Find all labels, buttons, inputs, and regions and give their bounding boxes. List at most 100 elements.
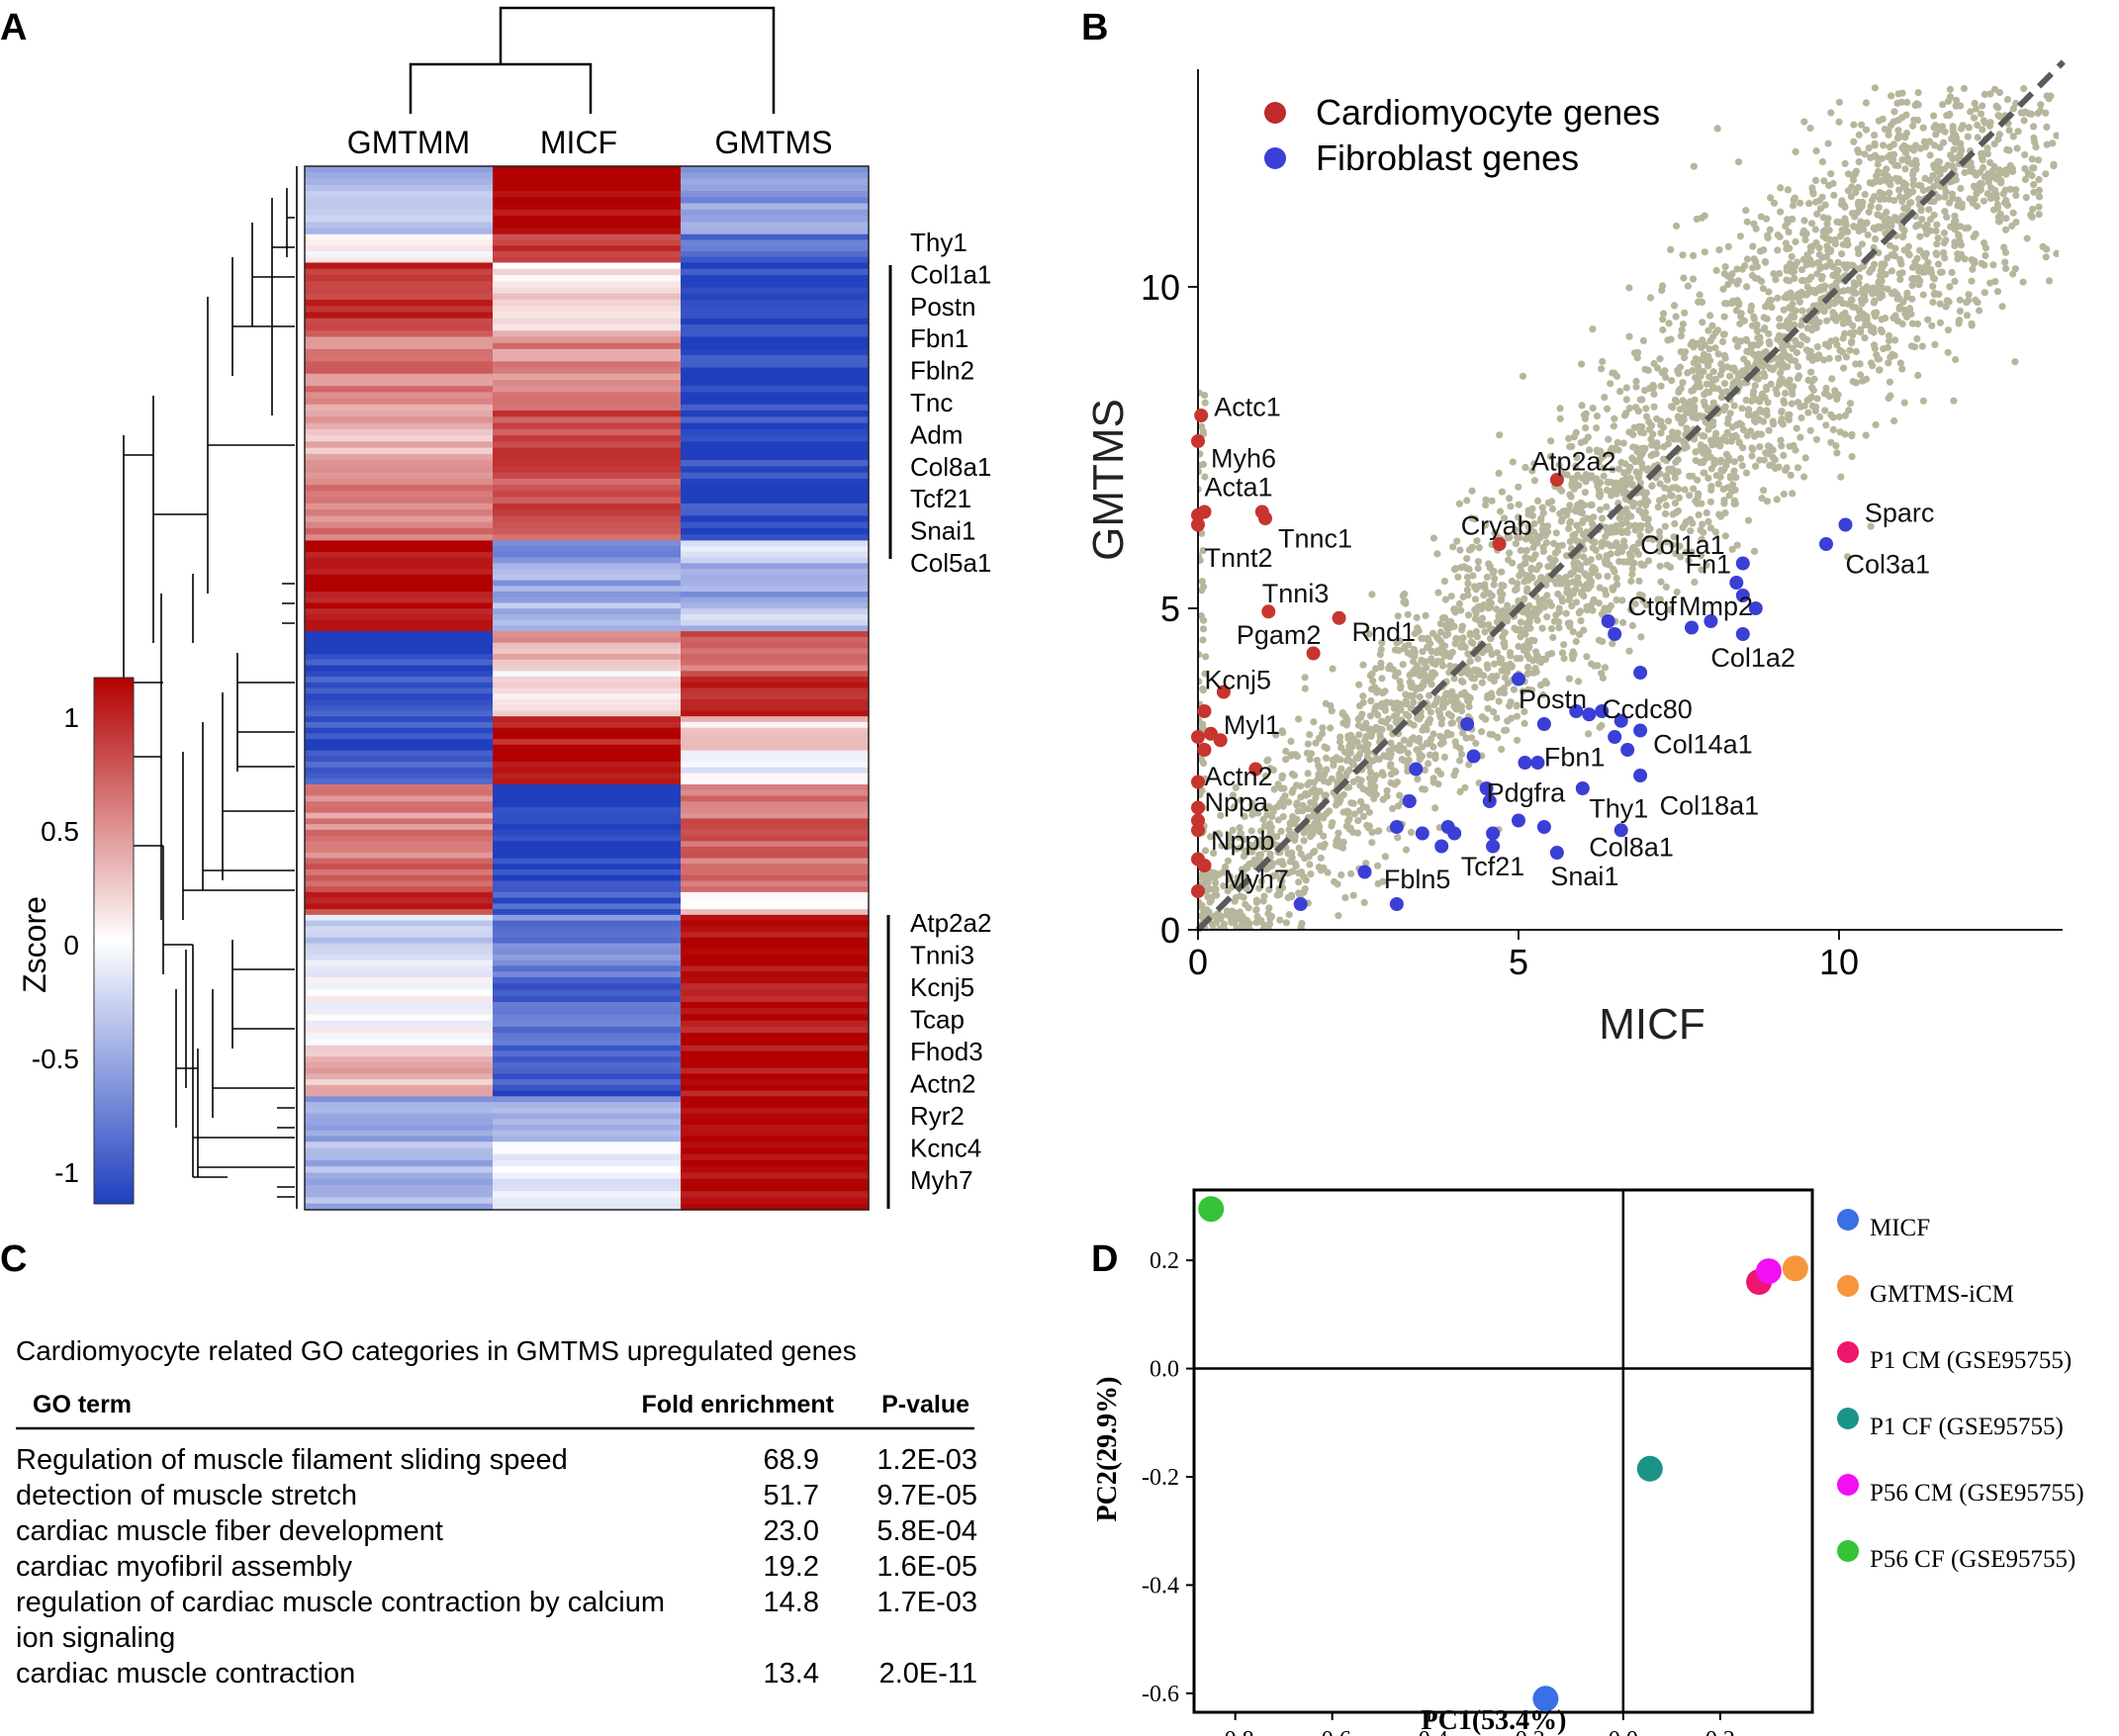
heatmap-cell [305,367,494,375]
background-point [1497,589,1505,597]
background-point [1575,678,1583,685]
background-point [1844,286,1853,294]
background-point [1886,189,1893,197]
heatmap-cell [681,762,870,769]
heatmap-cell [493,932,682,939]
heatmap-cell [493,1045,682,1052]
heatmap-cell [681,1033,870,1041]
background-point [2009,133,2017,140]
background-point [1777,184,1785,192]
cardiomyocyte-gene-point [1191,730,1205,744]
heatmap-cell [681,995,870,1003]
background-point [1764,450,1772,458]
heatmap-cell [493,1102,682,1109]
background-point [1419,785,1427,793]
background-point [1656,542,1664,550]
b-y-tick-label: 5 [1160,589,1180,629]
heatmap-cell [305,216,494,223]
heatmap-cell [305,256,494,264]
background-point [1805,353,1813,361]
background-point [1374,711,1382,719]
background-point [1481,581,1489,589]
background-point [1429,730,1437,738]
heatmap-cell [493,453,682,461]
heatmap-cell [493,721,682,729]
background-point [1513,702,1520,710]
heatmap-cell [681,1191,870,1199]
heatmap-cell [305,716,494,723]
background-point [1797,266,1806,274]
background-point [1742,207,1750,215]
background-point [1429,669,1437,677]
heatmap-cell [681,596,870,604]
heatmap-cell [681,300,870,307]
heatmap-cell [681,1084,870,1092]
heatmap [305,166,870,1211]
heatmap-cell [681,954,870,961]
background-point [1838,227,1846,234]
background-point [1800,473,1808,481]
background-point [1637,521,1645,529]
heatmap-cell [493,1178,682,1186]
background-point [1669,484,1677,492]
background-point [1742,469,1751,477]
background-point [1840,261,1848,269]
heatmap-cell [305,841,494,848]
heatmap-cell [493,178,682,186]
background-point [1632,404,1640,411]
background-point [1848,337,1856,345]
heatmap-cell [305,874,494,882]
background-point [1928,321,1936,329]
background-point [1919,124,1927,132]
heatmap-cell [493,665,682,672]
background-point [1861,334,1869,342]
background-point [1911,101,1919,109]
background-point [1252,898,1260,906]
heatmap-cell [681,521,870,529]
background-point [1655,528,1664,536]
heatmap-cell [681,801,870,808]
background-point [1576,525,1584,534]
background-point [1384,715,1392,723]
background-point [1690,251,1698,259]
background-point [1565,675,1573,683]
heatmap-cell [681,1142,870,1149]
background-point [1885,336,1893,345]
heatmap-cell [681,937,870,945]
background-point [1797,341,1804,349]
fibroblast-gene-point [1613,823,1628,838]
background-point [1206,885,1214,893]
panel-label-a: A [0,7,27,48]
background-point [1910,343,1918,351]
background-point [1750,350,1758,359]
gene-label-col1a1: Col1a1 [910,259,991,289]
heatmap-cell [681,874,870,882]
heatmap-cell [493,835,682,842]
go-fold-enrichment: 14.8 [764,1587,819,1618]
heatmap-cell [305,1073,494,1080]
background-point [1659,282,1667,290]
background-point [1804,409,1812,416]
heatmap-cell [681,1130,870,1138]
background-point [1887,392,1894,400]
heatmap-cell [681,392,870,400]
background-point [1377,663,1385,672]
background-point [1782,239,1790,247]
background-point [2028,155,2036,163]
background-point [1580,502,1588,509]
heatmap-cell [681,330,870,338]
background-point [1330,762,1337,770]
background-point [1523,530,1531,538]
background-point [1832,442,1840,450]
background-point [1243,885,1250,893]
d-y-label: PC2(29.9%) [1092,1377,1123,1522]
background-point [1844,228,1852,235]
background-point [1677,553,1685,561]
heatmap-cell [493,262,682,270]
background-point [1386,724,1394,732]
background-point [1721,532,1729,540]
background-point [1878,328,1886,336]
heatmap-cell [681,727,870,734]
background-point [1638,592,1646,599]
